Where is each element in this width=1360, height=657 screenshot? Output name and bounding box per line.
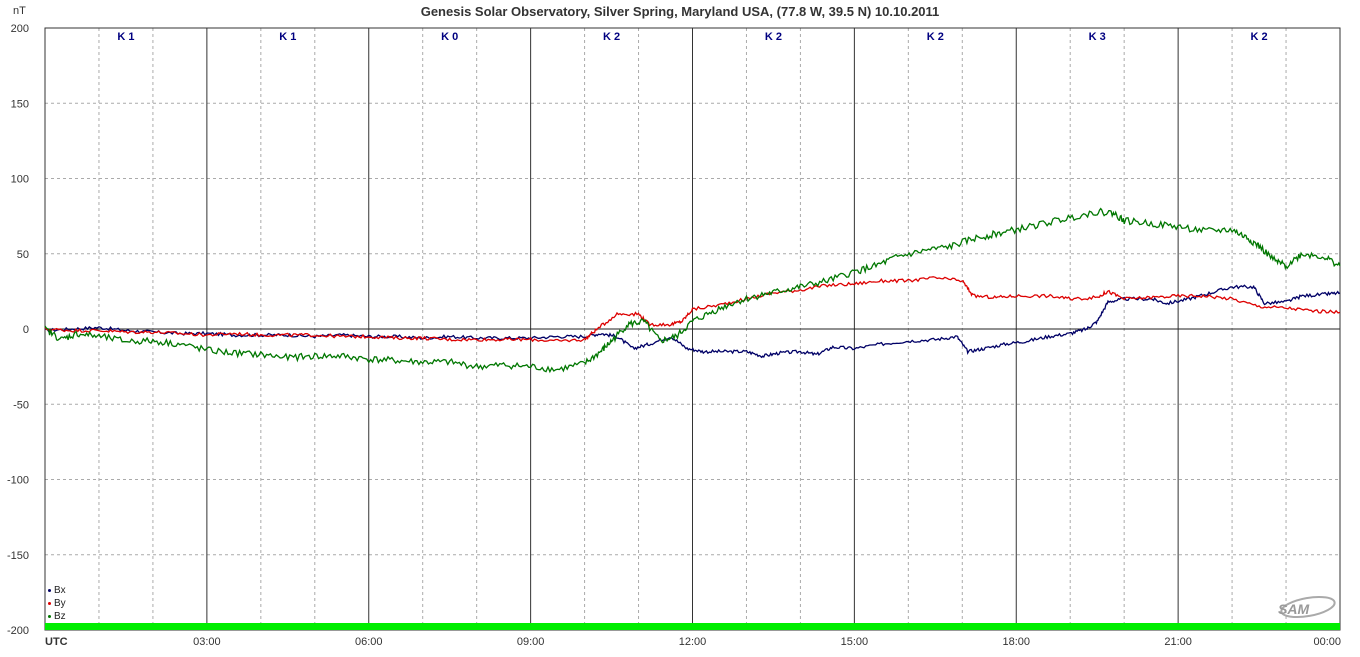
- series-line-by: [44, 276, 1341, 343]
- x-tick-label: 21:00: [1164, 636, 1192, 648]
- y-tick-label: -100: [7, 475, 29, 487]
- legend-item-bz: Bz: [48, 610, 66, 623]
- k-index-label: K 2: [927, 31, 944, 43]
- y-axis-label: nT: [13, 5, 26, 17]
- series-line-bz: [44, 207, 1341, 374]
- y-tick-label: 50: [17, 249, 29, 261]
- legend-dot-by: [48, 602, 51, 605]
- k-index-label: K 3: [1089, 31, 1106, 43]
- y-tick-label: -150: [7, 550, 29, 562]
- y-tick-label: 200: [11, 23, 29, 35]
- k-index-label: K 2: [1251, 31, 1268, 43]
- legend-label-by: By: [54, 598, 66, 609]
- legend-label-bz: Bz: [54, 611, 66, 622]
- k-index-label: K 2: [603, 31, 620, 43]
- legend: Bx By Bz: [48, 584, 66, 623]
- sam-logo: SAM: [1278, 595, 1336, 619]
- legend-dot-bz: [48, 615, 51, 618]
- k-index-label: K 1: [279, 31, 296, 43]
- x-tick-label: 12:00: [679, 636, 707, 648]
- y-tick-label: -200: [7, 625, 29, 637]
- x-axis-label: UTC: [45, 636, 68, 648]
- y-tick-label: 150: [11, 98, 29, 110]
- sam-logo-text: SAM: [1278, 601, 1309, 617]
- legend-label-bx: Bx: [54, 585, 66, 596]
- x-tick-label: 18:00: [1002, 636, 1030, 648]
- series-layer: [44, 207, 1341, 374]
- y-tick-label: -50: [13, 399, 29, 411]
- legend-dot-bx: [48, 589, 51, 592]
- k-index-label: K 2: [765, 31, 782, 43]
- legend-item-by: By: [48, 597, 66, 610]
- k-index-label: K 0: [441, 31, 458, 43]
- y-tick-label: 100: [11, 174, 29, 186]
- x-tick-label: 09:00: [517, 636, 545, 648]
- legend-item-bx: Bx: [48, 584, 66, 597]
- x-tick-label: 06:00: [355, 636, 383, 648]
- x-tick-label: 15:00: [841, 636, 869, 648]
- k-index-label: K 1: [117, 31, 134, 43]
- status-bar: [45, 623, 1340, 630]
- x-tick-label: 03:00: [193, 636, 221, 648]
- labels: 200 150 100 50 0 -50 -100 -150 -200 nT UTC 03:00 06:…: [7, 5, 1341, 648]
- x-tick-label: 00:00: [1313, 636, 1341, 648]
- chart-title: Genesis Solar Observatory, Silver Spring…: [420, 4, 940, 19]
- y-tick-label: 0: [23, 324, 29, 336]
